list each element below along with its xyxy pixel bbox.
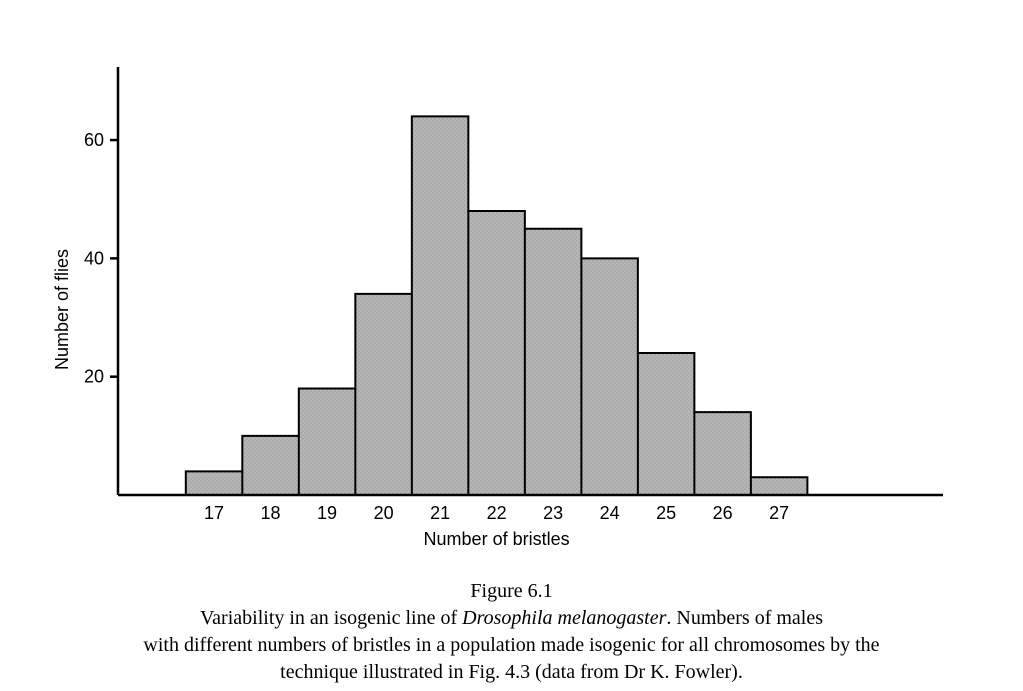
caption-text: . Numbers of males: [666, 607, 823, 629]
caption-line: Figure 6.1: [0, 578, 1023, 605]
histogram-bar: [299, 389, 356, 495]
x-axis-label: Number of bristles: [186, 529, 808, 550]
caption-text: Figure 6.1: [470, 580, 552, 602]
histogram-bar: [186, 471, 243, 495]
x-tick-label: 23: [543, 503, 563, 523]
x-tick-label: 27: [769, 503, 789, 523]
histogram-bar: [581, 258, 638, 495]
x-tick-label: 18: [261, 503, 281, 523]
histogram-bar: [355, 294, 412, 495]
caption-italic-text: Drosophila melanogaster: [462, 607, 666, 629]
histogram-bar: [525, 229, 582, 495]
histogram-bar: [751, 477, 808, 495]
x-tick-label: 17: [204, 503, 224, 523]
x-tick-label: 25: [656, 503, 676, 523]
histogram-bar: [694, 412, 751, 495]
y-tick-label: 20: [84, 367, 104, 387]
caption-text: Variability in an isogenic line of: [200, 607, 462, 629]
y-tick-label: 60: [84, 130, 104, 150]
figure-container: Number of flies 204060171819202122232425…: [0, 0, 1023, 691]
x-tick-label: 26: [713, 503, 733, 523]
histogram-bar: [412, 116, 469, 495]
x-tick-label: 20: [374, 503, 394, 523]
figure-caption: Figure 6.1 Variability in an isogenic lin…: [0, 578, 1023, 686]
x-tick-label: 19: [317, 503, 337, 523]
caption-text: technique illustrated in Fig. 4.3 (data …: [280, 661, 743, 683]
caption-line: with different numbers of bristles in a …: [0, 632, 1023, 659]
x-tick-label: 22: [487, 503, 507, 523]
histogram-bar: [242, 436, 299, 495]
caption-line: technique illustrated in Fig. 4.3 (data …: [0, 659, 1023, 686]
caption-line: Variability in an isogenic line of Droso…: [0, 605, 1023, 632]
x-tick-label: 24: [600, 503, 620, 523]
histogram-bar: [638, 353, 695, 495]
x-tick-label: 21: [430, 503, 450, 523]
caption-text: with different numbers of bristles in a …: [143, 634, 879, 656]
histogram-bar: [468, 211, 525, 495]
y-tick-label: 40: [84, 248, 104, 268]
